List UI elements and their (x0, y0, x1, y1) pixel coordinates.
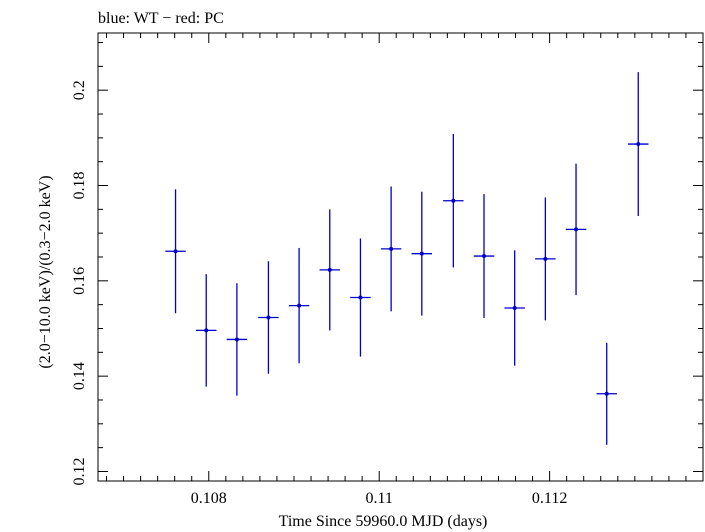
y-tick-label: 0.14 (71, 362, 88, 390)
chart-title: blue: WT − red: PC (98, 10, 224, 27)
data-marker (266, 315, 271, 320)
data-marker (173, 249, 178, 254)
data-marker (358, 295, 363, 300)
plot-frame (97, 32, 704, 482)
data-point (473, 194, 495, 319)
x-tick-label: 0.112 (532, 490, 567, 507)
data-marker (389, 246, 394, 251)
data-point (411, 191, 433, 316)
data-marker (512, 305, 517, 310)
y-tick-label: 0.18 (71, 172, 88, 200)
data-point (258, 261, 279, 374)
y-axis-label: (2.0−10.0 keV)/(0.3−2.0 keV) (37, 175, 54, 368)
data-marker (482, 254, 487, 259)
data-marker (604, 391, 609, 396)
x-axis-label: Time Since 59960.0 MJD (days) (279, 513, 488, 530)
data-point (596, 342, 617, 445)
data-marker (204, 328, 209, 333)
data-marker (234, 337, 239, 342)
data-point (565, 163, 587, 296)
x-tick-label: 0.108 (191, 490, 227, 507)
data-point (380, 186, 402, 312)
data-point (226, 283, 248, 396)
data-point (195, 274, 217, 387)
data-marker (636, 142, 641, 147)
data-marker (327, 267, 332, 272)
data-point (288, 247, 310, 364)
y-tick-label: 0.12 (71, 457, 88, 485)
data-marker (574, 227, 579, 232)
data-point (443, 134, 464, 268)
data-marker (419, 251, 424, 256)
y-tick-label: 0.2 (71, 80, 88, 100)
data-point (628, 72, 649, 217)
data-marker (297, 303, 302, 308)
data-point (504, 250, 525, 366)
data-point (319, 209, 340, 331)
y-tick-label: 0.16 (71, 267, 88, 295)
x-axis: 0.108 0.11 0.112 (106, 33, 704, 507)
data-series (165, 72, 649, 445)
data-marker (543, 256, 548, 261)
data-point (165, 189, 186, 314)
y-axis: 0.12 0.14 0.16 0.18 0.2 (71, 42, 703, 485)
data-point (350, 238, 371, 357)
x-tick-label: 0.11 (365, 490, 392, 507)
data-marker (451, 198, 456, 203)
data-point (535, 197, 556, 321)
